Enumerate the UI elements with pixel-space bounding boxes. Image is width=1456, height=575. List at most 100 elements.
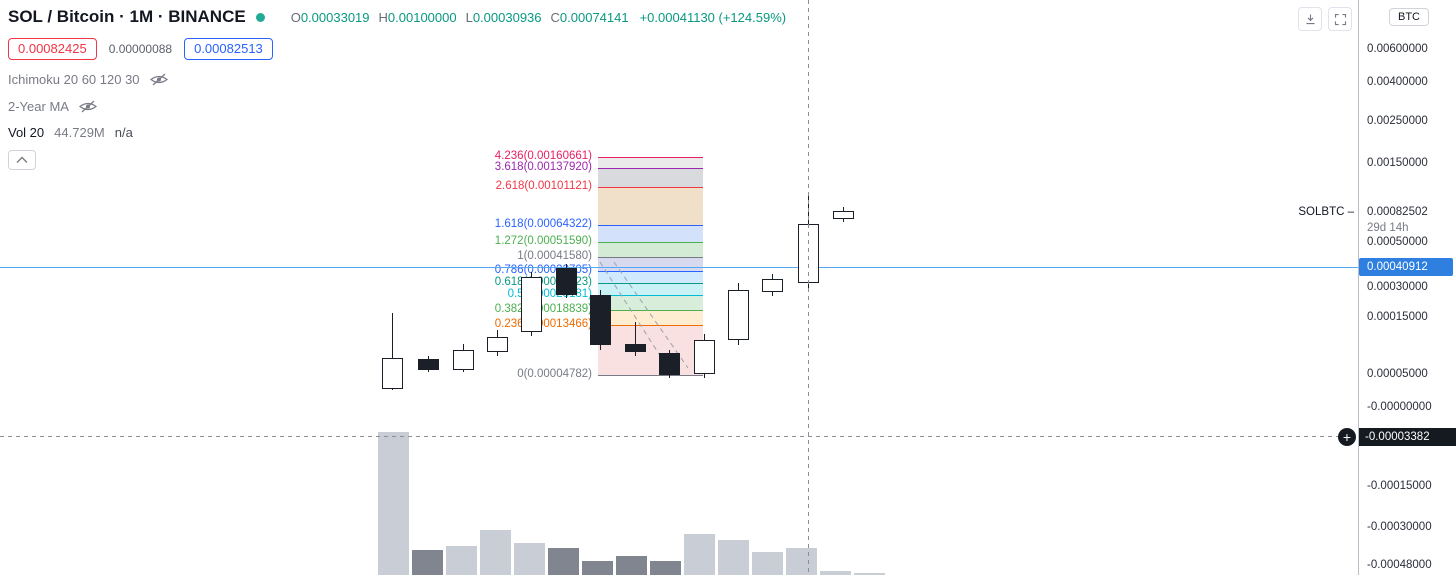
fib-band bbox=[598, 271, 703, 283]
change-value: +0.00041130 (+124.59%) bbox=[639, 9, 787, 25]
low-label: L bbox=[465, 9, 473, 25]
fib-trend-line bbox=[613, 261, 689, 369]
fib-level-line[interactable] bbox=[598, 283, 703, 284]
price-axis-tick: 0.00250000 bbox=[1367, 115, 1428, 127]
candle[interactable] bbox=[659, 353, 680, 375]
fib-level-line[interactable] bbox=[598, 271, 703, 272]
candle[interactable] bbox=[487, 337, 508, 352]
chart-plot-area[interactable]: 4.236(0.00160661) 3.618(0.00137920) 2.618(… bbox=[0, 0, 1358, 575]
symbol-title[interactable]: SOL / Bitcoin · 1M · BINANCE bbox=[8, 7, 246, 26]
add-alert-plus-icon[interactable]: + bbox=[1338, 428, 1356, 446]
low-value: 0.00030936 bbox=[472, 9, 542, 25]
volume-label: Vol 20 bbox=[8, 124, 45, 140]
close-value: 0.00074141 bbox=[559, 9, 629, 25]
volume-bar bbox=[548, 548, 579, 575]
crosshair-horizontal-line bbox=[0, 436, 1358, 437]
symbol-row: SOL / Bitcoin · 1M · BINANCE O0.00033019… bbox=[8, 4, 786, 30]
volume-bar bbox=[378, 432, 409, 575]
volume-bar bbox=[820, 571, 851, 575]
price-axis-tick: 0.00150000 bbox=[1367, 157, 1428, 169]
bid-price-button[interactable]: 0.00082425 bbox=[8, 38, 97, 60]
ohlc-high: H0.00100000 bbox=[379, 10, 457, 25]
candle[interactable] bbox=[694, 340, 715, 374]
fib-level-line[interactable] bbox=[598, 225, 703, 226]
price-axis-tick: 0.00400000 bbox=[1367, 76, 1428, 88]
fib-level-line[interactable] bbox=[598, 295, 703, 296]
axis-currency-button[interactable]: BTC bbox=[1389, 8, 1429, 26]
fib-level-line[interactable] bbox=[598, 325, 703, 326]
bar-close-countdown: 29d 14h bbox=[1367, 222, 1409, 234]
chart-layers: 4.236(0.00160661) 3.618(0.00137920) 2.618(… bbox=[0, 0, 1358, 575]
volume-bar bbox=[514, 543, 545, 575]
download-icon bbox=[1305, 14, 1315, 24]
price-axis-tick: -0.00048000 bbox=[1367, 559, 1432, 571]
ohlc-values: O0.00033019 H0.00100000 L0.00030936 C0.0… bbox=[291, 10, 786, 25]
volume-bar bbox=[616, 556, 647, 575]
candle[interactable] bbox=[590, 295, 611, 345]
fib-band bbox=[598, 168, 703, 187]
fullscreen-icon bbox=[1334, 13, 1346, 25]
chevron-up-icon bbox=[16, 156, 28, 163]
candle[interactable] bbox=[382, 358, 403, 389]
volume-ma-value: n/a bbox=[114, 124, 133, 140]
last-price-label: 0.00040912 bbox=[1359, 258, 1453, 276]
fib-level-line[interactable] bbox=[598, 242, 703, 243]
candle[interactable] bbox=[833, 211, 854, 219]
visibility-off-eye-icon[interactable] bbox=[149, 73, 168, 86]
volume-bar bbox=[786, 548, 817, 575]
candle[interactable] bbox=[625, 344, 646, 352]
download-button[interactable] bbox=[1298, 7, 1322, 31]
candle[interactable] bbox=[762, 279, 783, 292]
candle[interactable] bbox=[556, 268, 577, 295]
indicator-name: 2-Year MA bbox=[8, 98, 69, 114]
ask-price-button[interactable]: 0.00082513 bbox=[184, 38, 273, 60]
price-axis-tick: 0.00030000 bbox=[1367, 281, 1428, 293]
crosshair-vertical-line bbox=[808, 0, 809, 575]
fib-level-line[interactable] bbox=[598, 257, 703, 258]
fib-trend-line bbox=[599, 261, 669, 369]
fib-band bbox=[598, 295, 703, 310]
fib-band bbox=[598, 242, 703, 257]
last-price-line bbox=[0, 267, 1358, 268]
visibility-off-eye-icon[interactable] bbox=[78, 100, 97, 113]
fib-band bbox=[598, 283, 703, 295]
ohlc-low: L0.00030936 bbox=[466, 10, 542, 25]
fib-level-label: 3.618(0.00137920) bbox=[494, 161, 592, 173]
ohlc-close: C0.00074141 bbox=[551, 10, 629, 25]
candle[interactable] bbox=[728, 290, 749, 340]
price-axis-ticks: 0.00600000 0.00400000 0.00250000 0.00150000… bbox=[1359, 0, 1456, 575]
candle[interactable] bbox=[521, 277, 542, 332]
bid-ask-row: 0.00082425 0.00000088 0.00082513 bbox=[8, 37, 786, 61]
price-axis-panel[interactable]: BTC 0.00600000 0.00400000 0.00250000 0.0015… bbox=[1358, 0, 1456, 575]
volume-indicator-row: Vol 20 44.729M n/a bbox=[8, 123, 786, 141]
volume-bar bbox=[480, 530, 511, 575]
crosshair-price-label: -0.00003382 bbox=[1359, 428, 1456, 446]
high-label: H bbox=[378, 9, 388, 25]
fib-level-label: 1.272(0.00051590) bbox=[494, 235, 592, 247]
fib-level-line[interactable] bbox=[598, 157, 703, 158]
volume-bar bbox=[446, 546, 477, 575]
fib-level-line[interactable] bbox=[598, 168, 703, 169]
price-axis-tick: 0.00050000 bbox=[1367, 236, 1428, 248]
fib-level-line[interactable] bbox=[598, 310, 703, 311]
price-axis-tick: -0.00000000 bbox=[1367, 401, 1432, 413]
candle[interactable] bbox=[418, 359, 439, 370]
fullscreen-button[interactable] bbox=[1328, 7, 1352, 31]
fib-level-label: 1(0.00041580) bbox=[517, 250, 592, 262]
fib-level-label: 1.618(0.00064322) bbox=[494, 218, 592, 230]
candle[interactable] bbox=[453, 350, 474, 370]
volume-bar bbox=[684, 534, 715, 575]
indicator-row-2year-ma: 2-Year MA bbox=[8, 97, 786, 115]
fib-level-line[interactable] bbox=[598, 187, 703, 188]
collapse-legend-button[interactable] bbox=[8, 150, 36, 170]
high-value: 0.00100000 bbox=[387, 9, 457, 25]
open-label: O bbox=[290, 9, 301, 25]
fib-level-line[interactable] bbox=[598, 375, 703, 376]
price-axis-tick: 0.00015000 bbox=[1367, 311, 1428, 323]
indicator-row-ichimoku: Ichimoku 20 60 120 30 bbox=[8, 70, 786, 88]
volume-bar bbox=[582, 561, 613, 575]
fib-inner-dotted-line bbox=[598, 210, 703, 212]
volume-bar bbox=[718, 540, 749, 575]
fib-band bbox=[598, 310, 703, 325]
price-axis-tick: 0.00005000 bbox=[1367, 368, 1428, 380]
